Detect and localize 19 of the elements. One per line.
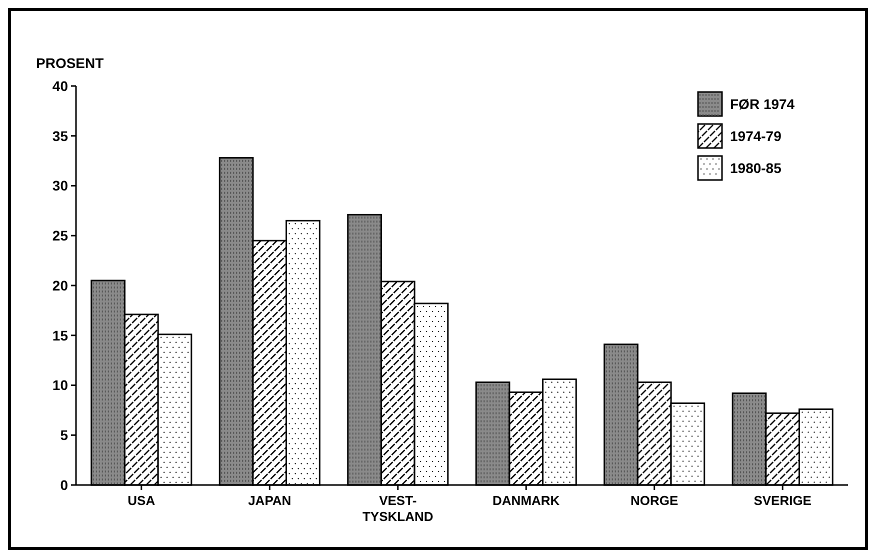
- x-tick-label: USA: [128, 493, 156, 508]
- legend-label: 1974-79: [730, 128, 782, 144]
- y-tick-label: 40: [52, 78, 68, 94]
- y-tick-label: 35: [52, 128, 68, 144]
- y-tick-label: 10: [52, 377, 68, 394]
- y-axis-title: PROSENT: [36, 55, 104, 71]
- y-tick-label: 5: [60, 427, 68, 444]
- x-tick-label: VEST-TYSKLAND: [362, 493, 434, 524]
- x-tick-label: SVERIGE: [754, 493, 812, 508]
- y-tick-label: 15: [52, 327, 68, 344]
- y-tick-label: 0: [60, 476, 68, 493]
- y-tick-label: 25: [52, 228, 68, 244]
- x-tick-label: JAPAN: [248, 493, 292, 508]
- y-tick-label: 30: [52, 178, 68, 194]
- legend-label: FØR 1974: [730, 96, 795, 112]
- legend-label: 1980-85: [730, 160, 782, 176]
- x-tick-label: DANMARK: [492, 493, 560, 508]
- x-tick-label: NORGE: [630, 493, 679, 508]
- y-tick-label: 20: [52, 277, 68, 294]
